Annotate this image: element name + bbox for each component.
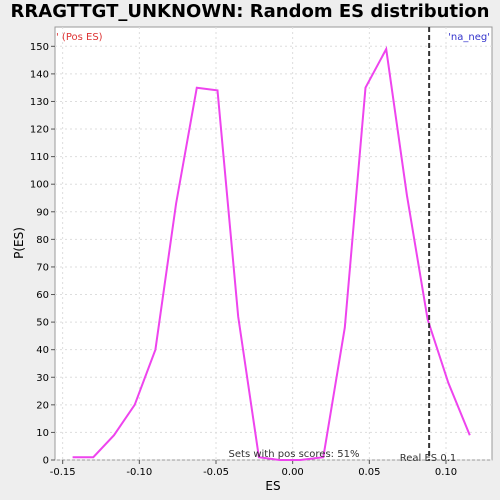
y-tick-label: 150 [30,42,49,53]
y-tick-label: 80 [36,235,49,246]
y-tick-label: 100 [30,180,49,191]
y-tick-label: 90 [36,207,49,218]
x-tick-label: 0.05 [358,467,380,478]
y-tick-label: 130 [30,97,49,108]
y-axis: 0 10 20 30 40 50 60 70 80 90 100 110 120 130 140 150 [30,42,55,467]
chart-title: RRAGTTGT_UNKNOWN: Random ES distribution [10,1,490,22]
x-tick-label: -0.05 [203,467,229,478]
y-tick-label: 120 [30,125,49,136]
y-tick-label: 70 [36,262,49,273]
real-es-label: Real ES 0.1 [400,453,456,464]
y-tick-label: 140 [30,69,49,80]
x-axis: -0.15 -0.10 -0.05 0.00 0.05 0.10 [50,460,457,478]
y-tick-label: 0 [43,456,49,467]
y-tick-label: 50 [36,318,49,329]
y-tick-label: 30 [36,373,49,384]
y-axis-title: P(ES) [12,227,26,259]
y-tick-label: 60 [36,290,49,301]
x-tick-label: -0.10 [126,467,152,478]
x-tick-label: -0.15 [50,467,76,478]
x-axis-title: ES [265,479,280,493]
x-tick-label: 0.00 [282,467,304,478]
y-tick-label: 20 [36,400,49,411]
grid-lines [55,27,492,461]
plot-area [54,26,493,461]
y-tick-label: 10 [36,428,49,439]
y-tick-label: 110 [30,152,49,163]
y-tick-label: 40 [36,345,49,356]
sets-pos-label: Sets with pos scores: 51% [229,449,360,460]
series-line [72,45,471,461]
pos-es-label: ' (Pos ES) [56,32,103,43]
na-neg-label: 'na_neg' [448,32,490,43]
x-tick-label: 0.10 [435,467,457,478]
